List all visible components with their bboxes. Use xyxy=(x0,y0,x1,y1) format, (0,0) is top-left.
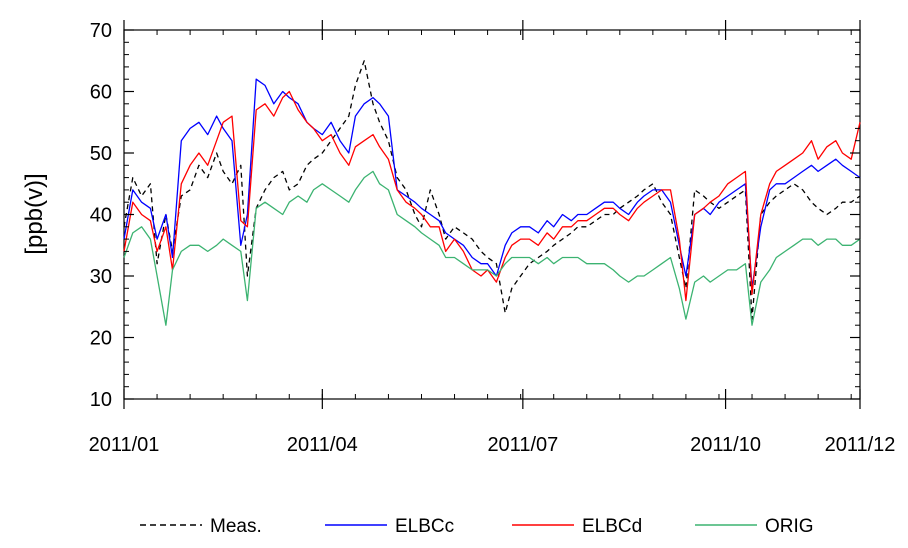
y-tick-label: 40 xyxy=(90,205,112,227)
plot-frame xyxy=(123,29,861,400)
x-tick-label: 2011/01 xyxy=(89,434,160,456)
y-tick-label: 10 xyxy=(90,389,112,411)
y-tick-label: 20 xyxy=(90,328,112,350)
y-tick-label: 70 xyxy=(90,20,112,42)
series-line-meas xyxy=(123,60,861,320)
axis-ticks: 10 20 30 40 50 60 70 2011/01 2011/04 2011/07 2011/… xyxy=(89,20,896,456)
y-tick-label: 60 xyxy=(90,82,112,104)
x-tick-label: 2011/12 xyxy=(825,434,896,456)
y-tick-label: 30 xyxy=(90,266,112,288)
legend-label: ELBCc xyxy=(395,516,454,537)
legend-label: Meas. xyxy=(210,516,262,537)
x-tick-label: 2011/04 xyxy=(287,434,358,456)
y-tick-label: 50 xyxy=(90,143,112,165)
series-layer xyxy=(123,60,861,326)
x-tick-label: 2011/10 xyxy=(690,434,761,456)
series-line-elbcc xyxy=(123,78,861,289)
y-axis-label: [ppb(v)] xyxy=(21,173,48,254)
series-line-orig xyxy=(123,170,861,326)
legend: Meas. ELBCc ELBCd ORIG xyxy=(140,516,814,537)
x-tick-label: 2011/07 xyxy=(487,434,558,456)
legend-label: ORIG xyxy=(765,516,814,537)
series-line-elbcd xyxy=(123,90,861,302)
legend-label: ELBCd xyxy=(582,516,642,537)
